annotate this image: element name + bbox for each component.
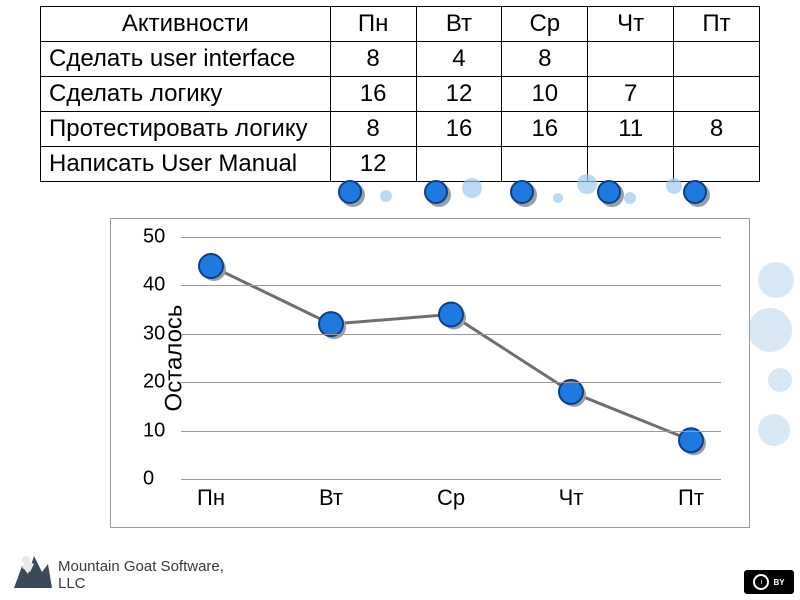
cell-value [588, 147, 674, 182]
mountain-goat-logo-icon [8, 544, 56, 592]
table-header-row: Активности Пн Вт Ср Чт Пт [41, 7, 760, 42]
cell-value: 4 [416, 42, 502, 77]
cell-value: 16 [330, 77, 416, 112]
cell-value: 8 [502, 42, 588, 77]
decorative-bubble [758, 262, 794, 298]
decorative-bubble [748, 308, 792, 352]
footer-attribution: Mountain Goat Software, LLC [58, 558, 224, 592]
data-point [439, 302, 463, 326]
footer-line-1: Mountain Goat Software, [58, 558, 224, 575]
col-day-2: Ср [502, 7, 588, 42]
table-row: Написать User Manual12 [41, 147, 760, 182]
gridline [181, 285, 721, 286]
cell-value: 16 [502, 112, 588, 147]
table-row: Сделать логику1612107 [41, 77, 760, 112]
burndown-line [181, 237, 721, 479]
gridline [181, 382, 721, 383]
y-tick-label: 0 [143, 468, 154, 491]
y-tick-label: 50 [143, 226, 165, 249]
cc-by-badge-icon: i BY [744, 570, 794, 594]
cell-value: 10 [502, 77, 588, 112]
gridline [181, 334, 721, 335]
table-row: Протестировать логику81616118 [41, 112, 760, 147]
cell-value [674, 77, 760, 112]
cell-value [674, 147, 760, 182]
x-tick-label: Вт [319, 485, 343, 511]
col-activity: Активности [41, 7, 331, 42]
data-point [199, 254, 223, 278]
decorative-bubble [768, 368, 792, 392]
cell-activity: Написать User Manual [41, 147, 331, 182]
y-tick-label: 30 [143, 322, 165, 345]
cell-value [674, 42, 760, 77]
x-tick-label: Ср [437, 485, 465, 511]
decorative-bubble [624, 192, 636, 204]
cell-value: 8 [330, 112, 416, 147]
cell-value: 12 [330, 147, 416, 182]
cc-by-label: BY [773, 578, 784, 587]
decorative-bubble [462, 178, 482, 198]
cell-activity: Сделать user interface [41, 42, 331, 77]
cell-value: 7 [588, 77, 674, 112]
gridline [181, 431, 721, 432]
summary-bubble [510, 180, 534, 204]
col-day-1: Вт [416, 7, 502, 42]
cell-value [588, 42, 674, 77]
table-row: Сделать user interface848 [41, 42, 760, 77]
col-day-3: Чт [588, 7, 674, 42]
footer-line-2: LLC [58, 575, 86, 592]
cell-value: 11 [588, 112, 674, 147]
cell-value: 12 [416, 77, 502, 112]
cell-activity: Сделать логику [41, 77, 331, 112]
decorative-bubble [553, 193, 563, 203]
x-tick-label: Чт [559, 485, 584, 511]
burndown-chart: Осталось 01020304050ПнВтСрЧтПт [110, 218, 750, 528]
x-tick-label: Пн [197, 485, 225, 511]
data-point [679, 428, 703, 452]
gridline [181, 237, 721, 238]
cell-value: 8 [330, 42, 416, 77]
table-summary-bubbles [40, 178, 760, 218]
data-point [319, 312, 343, 336]
summary-bubble [683, 180, 707, 204]
decorative-side-bubbles [750, 170, 800, 520]
data-point [559, 380, 583, 404]
y-tick-label: 40 [143, 274, 165, 297]
summary-bubble [424, 180, 448, 204]
gridline [181, 479, 721, 480]
decorative-bubble [666, 178, 682, 194]
cell-value: 8 [674, 112, 760, 147]
col-day-4: Пт [674, 7, 760, 42]
summary-bubble [597, 180, 621, 204]
x-tick-label: Пт [678, 485, 704, 511]
cell-value: 16 [416, 112, 502, 147]
decorative-bubble [380, 190, 392, 202]
cell-value [416, 147, 502, 182]
cell-activity: Протестировать логику [41, 112, 331, 147]
summary-bubble [338, 180, 362, 204]
activity-table: Активности Пн Вт Ср Чт Пт Сделать user i… [40, 6, 760, 182]
y-tick-label: 10 [143, 419, 165, 442]
cell-value [502, 147, 588, 182]
y-tick-label: 20 [143, 371, 165, 394]
decorative-bubble [577, 174, 597, 194]
col-day-0: Пн [330, 7, 416, 42]
decorative-bubble [758, 414, 790, 446]
